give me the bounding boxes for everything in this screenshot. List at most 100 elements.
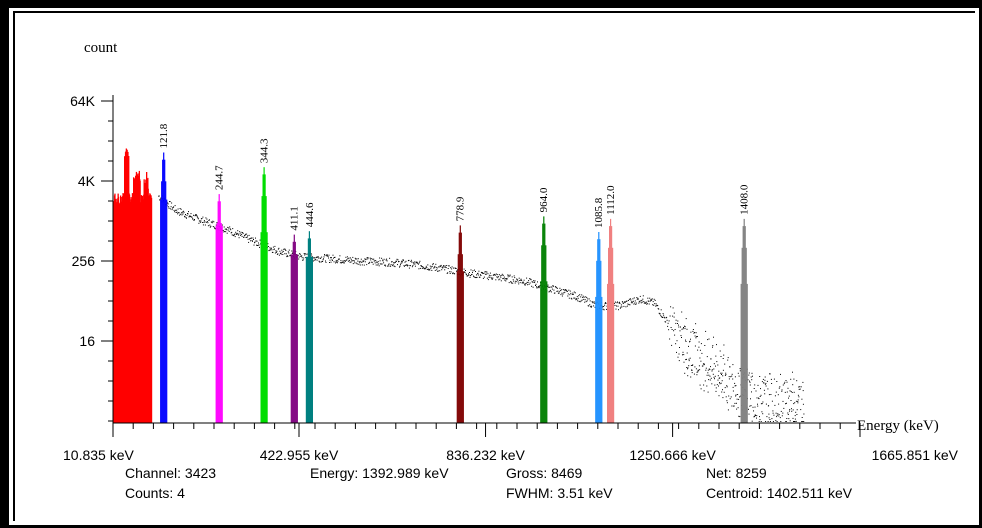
continuum-dot (686, 358, 687, 360)
continuum-dot (173, 206, 175, 208)
continuum-dot (276, 253, 278, 255)
peak-bar (296, 254, 298, 423)
continuum-dot (511, 276, 513, 278)
continuum-dot (673, 312, 675, 314)
continuum-dot (615, 308, 617, 310)
continuum-dot (447, 272, 449, 274)
peak-bar (611, 226, 613, 423)
continuum-dot (356, 258, 358, 260)
continuum-dot (254, 241, 256, 243)
continuum-dot (709, 375, 711, 377)
continuum-dot (287, 251, 289, 253)
continuum-dot (683, 354, 685, 356)
continuum-dot (762, 401, 764, 403)
continuum-dot (716, 344, 717, 346)
continuum-dot (770, 378, 772, 380)
continuum-dot (695, 337, 697, 339)
continuum-dot (450, 267, 452, 269)
continuum-dot (350, 261, 352, 263)
continuum-dot (678, 360, 680, 362)
continuum-dot (760, 421, 762, 422)
continuum-dot (580, 296, 582, 298)
continuum-dot (684, 325, 685, 327)
continuum-dot (555, 287, 557, 289)
continuum-dot (378, 263, 380, 265)
continuum-dot (408, 259, 410, 261)
continuum-dot (501, 273, 503, 275)
continuum-dot (785, 403, 786, 405)
continuum-dot (789, 409, 791, 411)
continuum-dot (748, 413, 750, 415)
continuum-dot (602, 306, 604, 308)
continuum-dot (775, 420, 777, 422)
continuum-dot (641, 299, 643, 301)
continuum-dot (252, 240, 253, 242)
peak-bar (305, 256, 307, 423)
continuum-dot (470, 275, 471, 277)
continuum-dot (524, 284, 526, 286)
peak-bar (746, 283, 748, 423)
continuum-dot (712, 373, 714, 375)
continuum-dot (491, 278, 493, 280)
continuum-dot (451, 268, 453, 270)
peak-bar (220, 223, 222, 423)
continuum-dot (386, 258, 388, 260)
continuum-dot (321, 256, 323, 258)
continuum-dot (768, 417, 770, 419)
continuum-dot (717, 375, 719, 377)
continuum-dot (708, 379, 710, 381)
continuum-dot (575, 299, 577, 301)
continuum-dot (616, 305, 617, 307)
continuum-dot (554, 292, 556, 294)
continuum-dot (621, 301, 623, 303)
continuum-dot (159, 198, 161, 200)
continuum-dot (575, 298, 577, 300)
continuum-dot (556, 290, 558, 292)
continuum-dot (699, 357, 701, 359)
continuum-dot (713, 363, 715, 365)
continuum-dot (558, 292, 560, 294)
continuum-dot (726, 400, 728, 402)
continuum-dot (547, 286, 548, 288)
continuum-dot (304, 253, 306, 255)
continuum-dot (624, 302, 626, 304)
peak-bar (263, 167, 265, 423)
continuum-dot (467, 275, 469, 277)
continuum-dot (690, 338, 691, 340)
continuum-dot (482, 273, 484, 274)
continuum-dot (486, 277, 488, 279)
continuum-dot (375, 260, 377, 262)
continuum-dot (759, 416, 760, 418)
continuum-dot (533, 280, 535, 282)
continuum-dot (797, 401, 799, 402)
continuum-dot (269, 249, 271, 251)
continuum-dot (245, 233, 247, 235)
continuum-dot (707, 369, 709, 371)
continuum-dot (604, 302, 606, 304)
continuum-dot (234, 236, 236, 238)
continuum-dot (472, 270, 474, 272)
continuum-dot (360, 260, 362, 262)
continuum-dot (722, 375, 724, 377)
continuum-dot (184, 215, 186, 217)
continuum-dot (303, 253, 305, 255)
continuum-dot (400, 264, 401, 266)
continuum-dot (753, 388, 755, 389)
continuum-dot (203, 220, 205, 222)
peak-bar (307, 238, 309, 423)
continuum-dot (615, 301, 616, 303)
continuum-dot (792, 371, 793, 373)
continuum-dot (551, 288, 553, 290)
continuum-dot (720, 382, 722, 384)
continuum-dot (452, 272, 454, 274)
continuum-dot (235, 231, 237, 233)
continuum-dot (216, 222, 218, 224)
continuum-dot (236, 232, 238, 234)
continuum-dot (655, 305, 657, 307)
continuum-dot (666, 319, 668, 321)
continuum-dot (311, 254, 313, 256)
peak-label: 244.7 (214, 165, 226, 190)
continuum-dot (685, 359, 687, 361)
continuum-dot (259, 246, 260, 248)
continuum-dot (479, 274, 481, 276)
